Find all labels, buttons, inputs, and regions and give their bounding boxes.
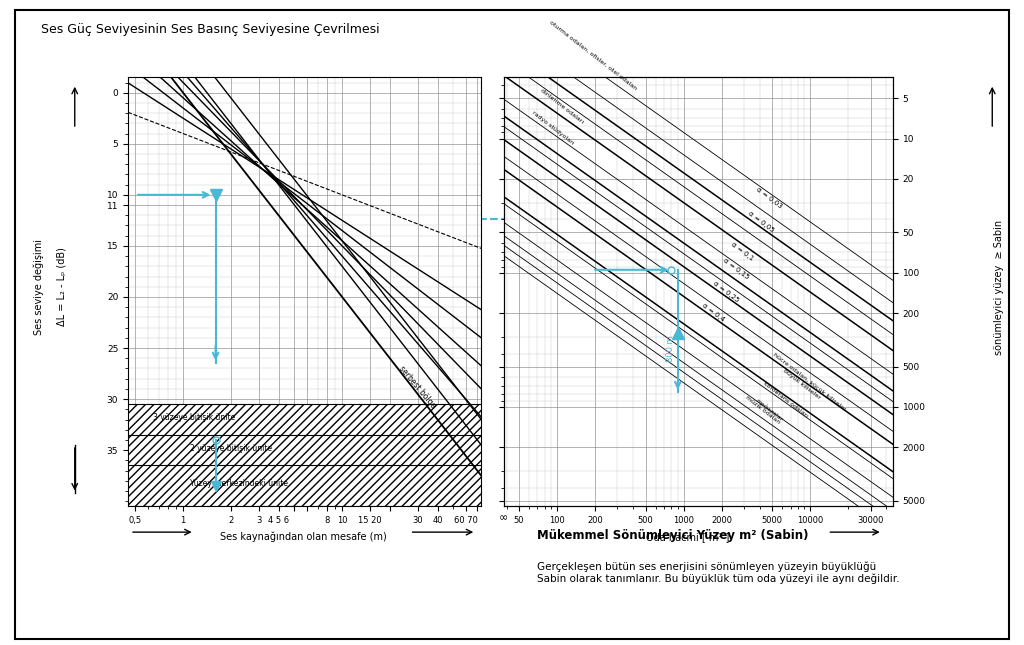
Text: α = 0,15: α = 0,15 bbox=[722, 257, 750, 280]
Text: α = 0,05: α = 0,05 bbox=[746, 210, 775, 233]
Text: 4: 4 bbox=[520, 371, 526, 381]
Text: α = 0,1: α = 0,1 bbox=[730, 241, 755, 262]
Text: müzik odaları: müzik odaları bbox=[744, 395, 780, 426]
Text: Gerçekleşen bütün ses enerjisini sönümleyen yüzeyin büyüklüğü
Sabin olarak tanım: Gerçekleşen bütün ses enerjisini sönümle… bbox=[537, 561, 899, 584]
Text: Yüzey merkezindeki ünite: Yüzey merkezindeki ünite bbox=[189, 479, 288, 488]
Text: büyük kiliseler: büyük kiliseler bbox=[782, 368, 821, 401]
Text: 2 yüzeye bitişik ünite: 2 yüzeye bitişik ünite bbox=[189, 444, 271, 453]
Text: Gerçekleşen tüm ses enerjisini sönümleyen yüzey için α=1'dir.: Gerçekleşen tüm ses enerjisini sönümleye… bbox=[537, 410, 864, 420]
Text: 800 m: 800 m bbox=[667, 335, 675, 362]
Bar bbox=[128, 466, 481, 506]
Bar bbox=[128, 435, 481, 466]
Text: hücre odaları, küçük kiliseler: hücre odaları, küçük kiliseler bbox=[772, 352, 847, 412]
Text: oturma odaları, ofisler, otel odaları: oturma odaları, ofisler, otel odaları bbox=[548, 19, 638, 91]
Text: ∞: ∞ bbox=[499, 513, 509, 524]
Text: ~: ~ bbox=[520, 448, 528, 459]
Text: α = 0,25: α = 0,25 bbox=[712, 280, 740, 303]
Text: α = 0,03: α = 0,03 bbox=[755, 186, 783, 210]
Text: 3 yüzeye bitişik ünite: 3 yüzeye bitişik ünite bbox=[154, 413, 236, 422]
Text: mağazalar: mağazalar bbox=[754, 397, 783, 422]
Bar bbox=[128, 404, 481, 435]
Text: Ses seviye değişimi: Ses seviye değişimi bbox=[34, 239, 44, 335]
Text: konferans odaları: konferans odaları bbox=[763, 381, 809, 419]
Text: Oda hacmi [ m³ ]: Oda hacmi [ m³ ] bbox=[646, 531, 730, 542]
Text: dinlenme odaları: dinlenme odaları bbox=[539, 87, 584, 124]
Text: radyo stüdyoları: radyo stüdyoları bbox=[530, 110, 574, 146]
Text: Ses Güç Seviyesinin Ses Basınç Seviyesine Çevrilmesi: Ses Güç Seviyesinin Ses Basınç Seviyesin… bbox=[41, 23, 380, 35]
Text: ΔL = L₂ - Lₚ (dB): ΔL = L₂ - Lₚ (dB) bbox=[56, 248, 67, 326]
Text: Sönümleme katsayısı (α): Sönümleme katsayısı (α) bbox=[537, 371, 699, 384]
Text: α = 0,4: α = 0,4 bbox=[700, 302, 725, 322]
Text: serbest bölge: serbest bölge bbox=[396, 364, 437, 410]
Text: Mükemmel Sönümleyici Yüzey m² (Sabin): Mükemmel Sönümleyici Yüzey m² (Sabin) bbox=[537, 529, 808, 542]
Text: sönümleyici yüzey  ≥ Sabin: sönümleyici yüzey ≥ Sabin bbox=[994, 219, 1005, 355]
Text: Ses kaynağından olan mesafe (m): Ses kaynağından olan mesafe (m) bbox=[220, 531, 386, 542]
Text: Yukarıdaki  αm  değerleri mükemmel sönümleyen  yüzey sönüm
değerleri ile gerçekl: Yukarıdaki αm değerleri mükemmel sönümle… bbox=[537, 448, 871, 482]
